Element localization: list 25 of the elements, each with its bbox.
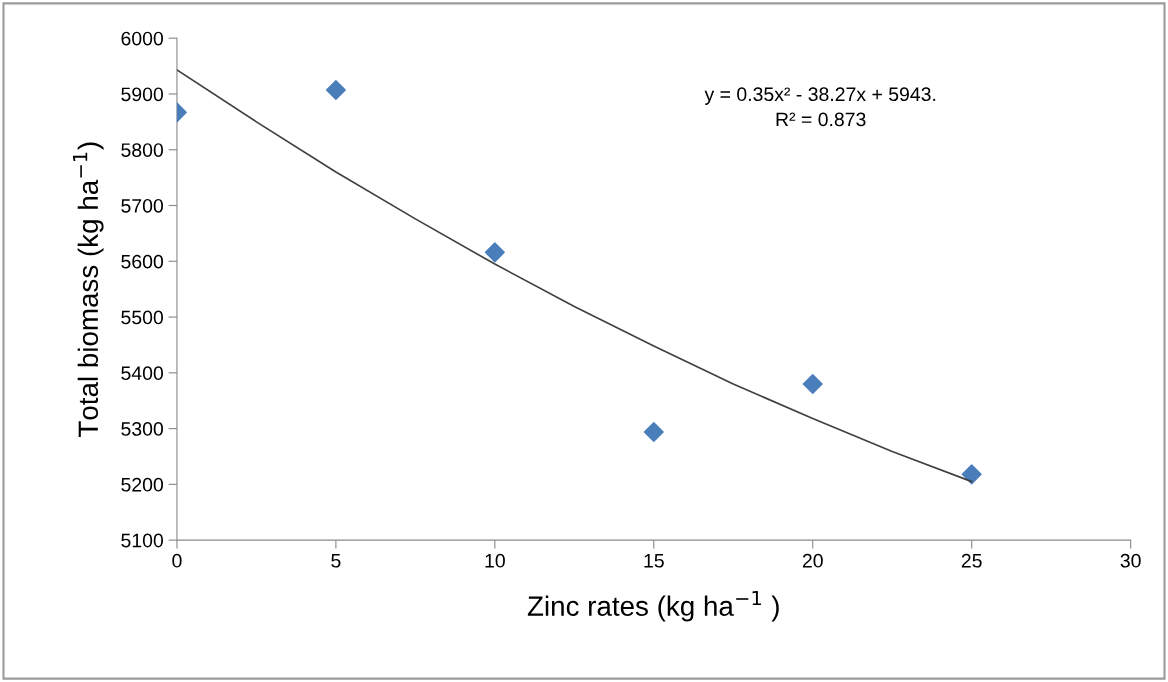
y-tick-label: 5200 [121, 477, 163, 492]
y-tick-label: 5900 [121, 87, 163, 102]
y-tick-label: 5100 [121, 533, 163, 548]
point [484, 242, 505, 263]
y-tick-label: 6000 [121, 31, 163, 46]
point [325, 80, 346, 101]
x-tick-label: 20 [802, 553, 823, 568]
point [802, 373, 823, 394]
x-tick-label: 25 [961, 553, 982, 568]
x-tick-label: 10 [485, 553, 505, 568]
y-tick-label: 5300 [121, 422, 163, 436]
y-tick-label: 5400 [121, 366, 163, 381]
point [961, 464, 982, 485]
x-tick-label: 30 [1120, 553, 1141, 568]
point [643, 421, 664, 442]
y-tick-label: 5600 [121, 254, 163, 269]
y-tick-label: 5800 [121, 143, 163, 157]
y-tick-label: 5500 [121, 310, 163, 325]
x-tick-label: 5 [331, 554, 341, 568]
y-axis-title: Total biomass (kg ha$^{−1}$) [73, 142, 104, 438]
x-tick-label: 0 [172, 553, 182, 568]
annotation: y = 0.35x² - 38.27x + 5943. R² = 0.873 [704, 87, 936, 127]
x-axis-title: Zinc rates (kg ha$^{−1}$ ) [527, 590, 779, 622]
y-tick-label: 5700 [121, 198, 163, 213]
x-tick-label: 15 [644, 554, 664, 568]
